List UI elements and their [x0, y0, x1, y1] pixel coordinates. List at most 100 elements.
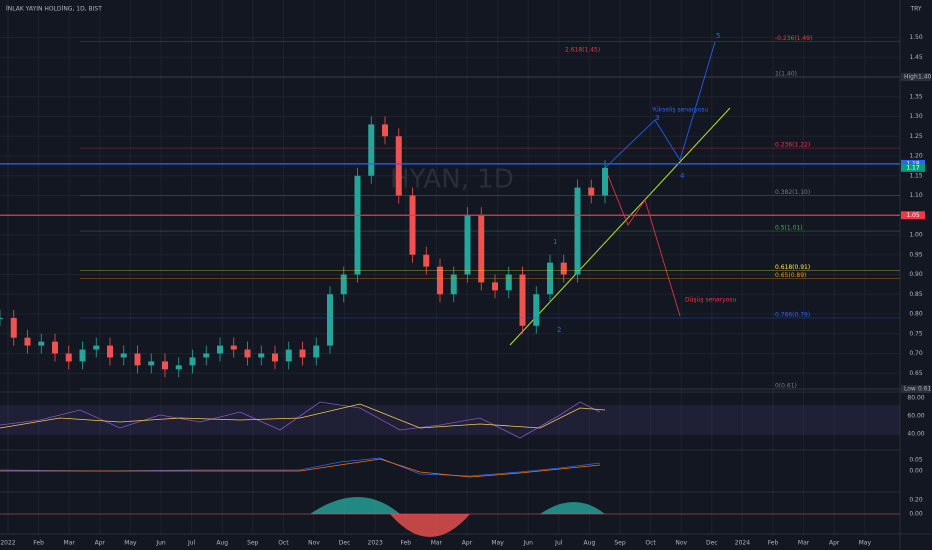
rsi-line [0, 401, 601, 439]
price-tick-label: 0.90 [909, 271, 923, 278]
time-tick-label: Sep [614, 540, 626, 547]
candle-body [79, 349, 86, 362]
fib-label: 0.786(0.79) [775, 311, 810, 318]
high-value: 1.40 [918, 74, 932, 81]
price-tick-label: 1.15 [909, 172, 923, 179]
price-tick-label: 1.10 [909, 192, 923, 199]
fib-label: 0.5(1.01) [775, 225, 803, 232]
candle-body [258, 353, 265, 358]
candle-body [505, 274, 512, 291]
candle-body [340, 274, 347, 295]
price-tick-label: 0.95 [909, 251, 923, 258]
fib-label: 1(1.40) [775, 71, 797, 78]
indicator-tick-label: 0.05 [909, 457, 923, 464]
price-tick-label: 0.80 [909, 311, 923, 318]
bear-path [604, 167, 681, 317]
candle-body [65, 353, 72, 362]
bear-scenario: Düşüş senaryosu [685, 297, 736, 304]
indicator-tick-label: 0.00 [909, 511, 923, 518]
candle-body [217, 345, 223, 354]
candle-body [162, 361, 168, 370]
price-tag-label: 1.17 [906, 164, 920, 171]
candle-body [10, 317, 17, 338]
time-tick-label: Jun [155, 540, 166, 547]
currency: TRY [909, 6, 921, 13]
candle-body [244, 349, 251, 358]
candle-body [492, 282, 498, 291]
time-tick-label: Aug [216, 540, 228, 547]
low-label: Low [904, 386, 916, 393]
candle-body [203, 353, 210, 358]
low-tag [901, 385, 931, 394]
price-tick-label: 1.45 [909, 54, 923, 61]
time-tick-label: Jun [523, 540, 534, 547]
candle-body [368, 124, 375, 176]
extension-label: 2.618(1.45) [565, 47, 600, 54]
wave-label: 3 [655, 114, 659, 122]
candle-body [134, 353, 141, 366]
candle-body [395, 136, 402, 196]
candle-body [272, 353, 278, 362]
time-tick-label: May [124, 540, 137, 547]
time-tick-label: Aug [584, 540, 596, 547]
candle-body [560, 262, 567, 275]
time-tick-label: Feb [33, 540, 44, 547]
time-tick-label: Mar [64, 540, 76, 547]
candle-body [120, 353, 127, 358]
candle-body [285, 349, 292, 362]
candle-body [588, 187, 595, 196]
fib-label: 0.65(0.89) [775, 272, 806, 279]
high-label: High [904, 74, 918, 81]
candle-body [52, 341, 58, 354]
indicator-tick-label: 80.00 [907, 395, 924, 402]
candle-body [0, 317, 3, 319]
wave-label: 1 [553, 238, 557, 246]
time-tick-label: 2023 [368, 540, 383, 547]
bull-scenario: Yükseliş senaryosu [651, 107, 709, 114]
candle-body [189, 357, 196, 366]
candle-body [175, 365, 182, 370]
price-tick-label: 1.25 [909, 133, 923, 140]
time-tick-label: Nov [308, 540, 320, 547]
bull-path [604, 41, 716, 169]
time-tick-label: Feb [400, 540, 411, 547]
time-tick-label: Dec [339, 540, 351, 547]
fib-label: 0.236(1.22) [775, 142, 810, 149]
high-tag [901, 73, 931, 81]
candle-body [478, 215, 485, 283]
candle-body [464, 215, 471, 275]
time-tick-label: Mar [798, 540, 810, 547]
time-tick-label: Oct [645, 540, 656, 547]
candle-body [313, 345, 320, 358]
trend-line [509, 107, 731, 346]
candle-body [93, 345, 100, 350]
macd-line [0, 457, 601, 477]
fib-label: 0.618(0.91) [775, 264, 810, 271]
price-tick-label: 1.35 [909, 93, 923, 100]
time-tick-label: Sep [247, 540, 259, 547]
fib-label: -0.236(1.49) [775, 35, 812, 42]
rsi-band [0, 405, 900, 435]
price-tag-label: 1.05 [906, 212, 920, 219]
candle-body [602, 167, 608, 196]
time-tick-label: Apr [95, 540, 106, 547]
time-tick-label: Apr [462, 540, 473, 547]
price-tick-label: 1.20 [909, 153, 923, 160]
time-tick-label: May [491, 540, 504, 547]
indicator-tick-label: 0.00 [909, 468, 923, 475]
time-tick-label: Jul [187, 540, 196, 547]
candle-body [107, 345, 113, 358]
candle-body [38, 341, 45, 346]
osc-negative [390, 514, 470, 537]
time-tick-label: Feb [768, 540, 779, 547]
fib-label: 0.382(1.10) [775, 189, 810, 196]
price-tag [901, 163, 925, 172]
candle-body [519, 274, 526, 326]
price-tag [901, 211, 925, 220]
candle-body [354, 175, 361, 275]
price-tick-label: 0.65 [909, 370, 923, 377]
time-tick-label: Oct [278, 540, 289, 547]
candle-body [327, 294, 333, 346]
candle-body [382, 124, 388, 137]
candle-body [299, 349, 306, 358]
